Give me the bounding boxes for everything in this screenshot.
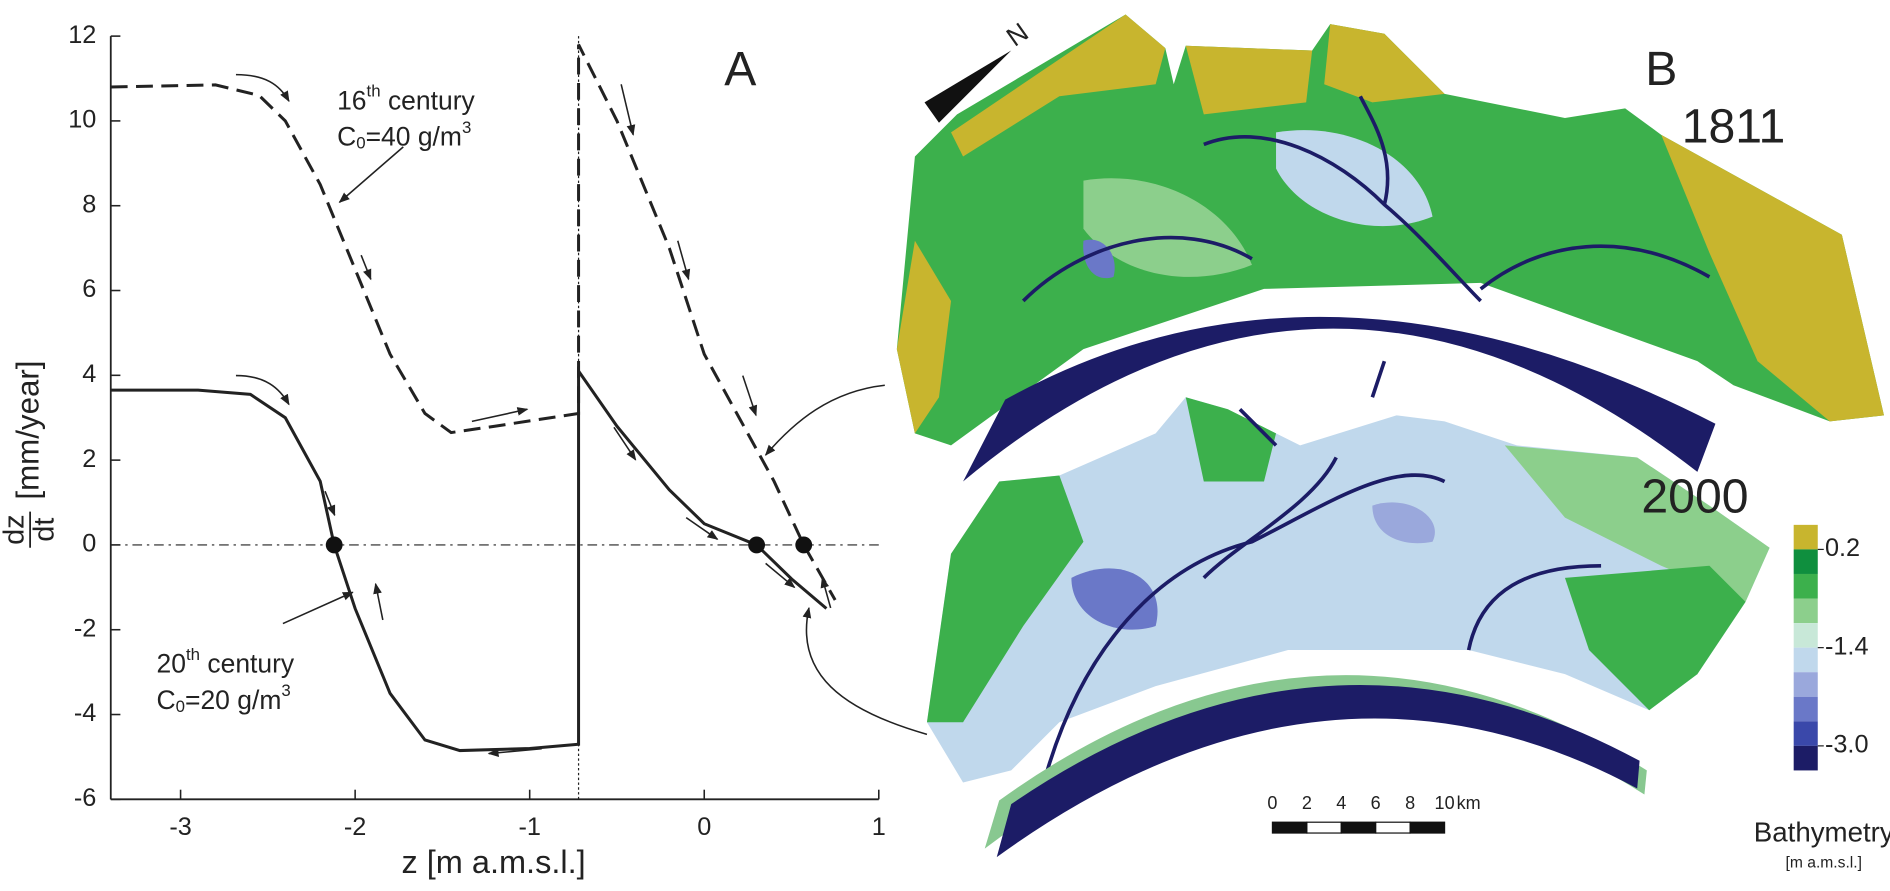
scale-segment: [1410, 822, 1444, 833]
y-axis-label: dz dt [mm/year]: [0, 361, 60, 548]
map-1811: [897, 14, 1884, 481]
colorbar-band: [1794, 746, 1818, 771]
annotation: C0=40 g/m3: [337, 118, 471, 153]
y-tick-label: -6: [74, 784, 96, 812]
y-tick-label: 0: [82, 530, 96, 558]
year-label: 2000: [1641, 469, 1748, 523]
scale-label: 2: [1302, 793, 1312, 813]
y-tick-label: 10: [68, 106, 96, 134]
panel-label: B: [1645, 42, 1677, 96]
x-axis-label: z [m a.m.s.l.]: [401, 844, 585, 880]
figure: A z [m a.m.s.l.] dz dt [mm/year] 16th ce…: [0, 0, 1890, 886]
x-tick-label: 1: [872, 813, 886, 841]
y-tick-label: 2: [82, 445, 96, 473]
y-tick-label: 12: [68, 21, 96, 49]
x-tick-label: -2: [344, 813, 366, 841]
scale-label: 4: [1336, 793, 1346, 813]
y-label-numerator: dz: [0, 514, 30, 545]
annotation-arrows: [236, 75, 927, 754]
scale-label: 10: [1435, 793, 1455, 813]
y-tick-label: 6: [82, 275, 96, 303]
colorbar-band: [1794, 721, 1818, 746]
colorbar-band: [1794, 549, 1818, 574]
north-label: N: [1001, 17, 1034, 53]
scale-label: 8: [1405, 793, 1415, 813]
annotation: 16th century: [337, 82, 475, 115]
panel-label: A: [724, 42, 757, 96]
x-tick-label: -3: [169, 813, 191, 841]
colorbar-band: [1794, 574, 1818, 599]
colorbar-band: [1794, 623, 1818, 648]
y-tick-label: -2: [74, 614, 96, 642]
colorbar-unit: [m a.m.s.l.]: [1786, 854, 1862, 871]
annotation: C0=20 g/m3: [157, 682, 291, 717]
map-2000: [927, 361, 1770, 857]
equilibrium-point: [795, 536, 812, 553]
equilibrium-point: [326, 536, 343, 553]
scale-unit: km: [1457, 793, 1481, 813]
y-label-denominator: dt: [28, 518, 60, 542]
y-tick-label: -4: [74, 699, 96, 727]
scale-segment: [1341, 822, 1375, 833]
colorbar-band: [1794, 672, 1818, 697]
page: {"chart_data": {"type": "line", "panel_l…: [0, 0, 1890, 891]
x-tick-label: 0: [697, 813, 711, 841]
y-tick-label: 8: [82, 190, 96, 218]
scale-segment: [1272, 822, 1306, 833]
colorbar-band: [1794, 648, 1818, 673]
equilibrium-point: [748, 536, 765, 553]
annotation: 20th century: [157, 646, 295, 679]
scale-label: 0: [1267, 793, 1277, 813]
scale-segment: [1376, 822, 1410, 833]
scale-label: 6: [1371, 793, 1381, 813]
colorbar-tick-label: -3.0: [1825, 731, 1869, 759]
colorbar-tick-label: -1.4: [1825, 632, 1869, 660]
colorbar-tick-label: 0.2: [1825, 534, 1860, 562]
y-tick-label: 4: [82, 360, 96, 388]
colorbar-band: [1794, 697, 1818, 722]
data-line: [111, 45, 835, 600]
y-label-unit: [mm/year]: [10, 361, 45, 500]
x-tick-label: -1: [518, 813, 540, 841]
colorbar-band: [1794, 525, 1818, 550]
colorbar-title: Bathymetry: [1754, 817, 1890, 848]
scale-segment: [1307, 822, 1341, 833]
year-label: 1811: [1682, 100, 1786, 154]
colorbar-band: [1794, 599, 1818, 624]
